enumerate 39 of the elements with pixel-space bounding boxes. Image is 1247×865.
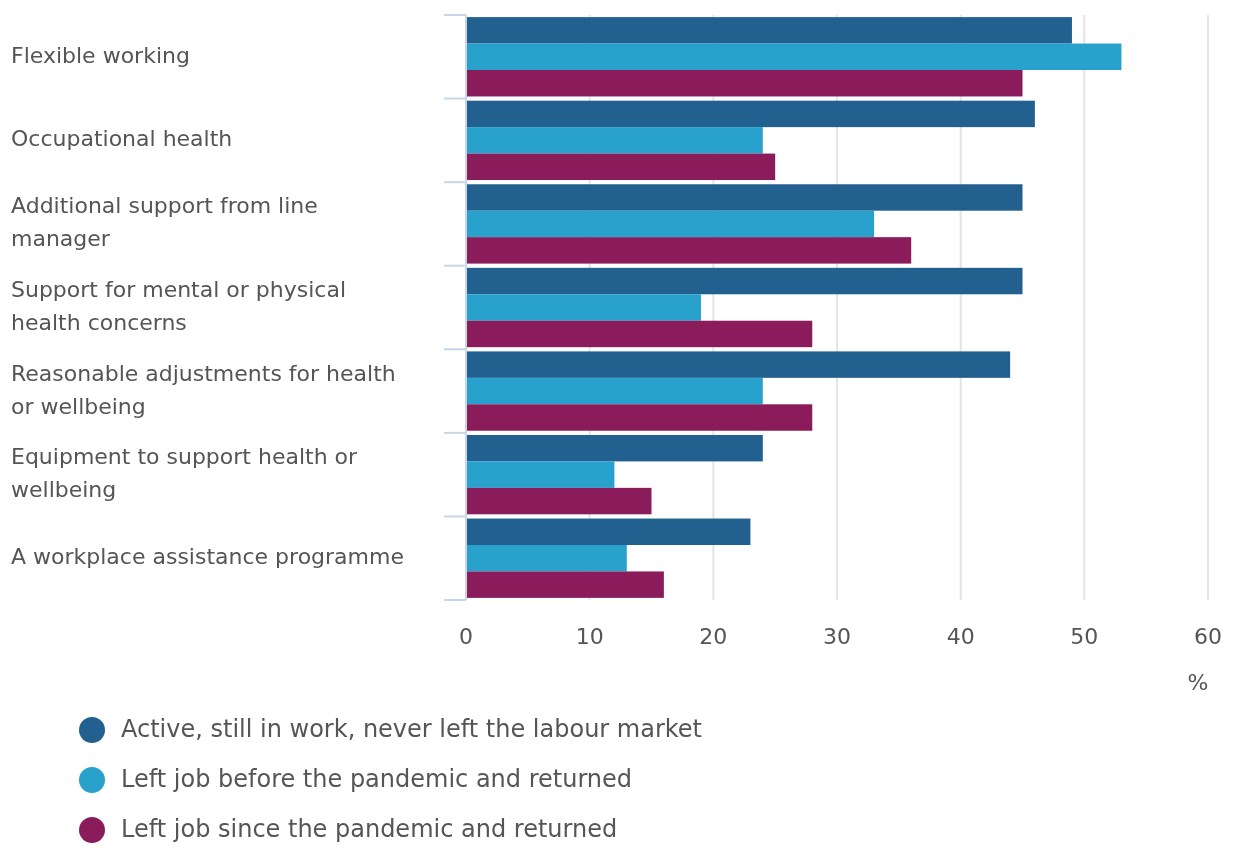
y-tick-label: Support for mental or physical health concerns bbox=[11, 277, 347, 335]
y-tick-label: Reasonable adjustments for health or wellbeing bbox=[11, 360, 396, 419]
x-tick-label: 50 bbox=[1070, 624, 1099, 649]
bar bbox=[466, 43, 1122, 71]
x-tick-label: 20 bbox=[699, 624, 728, 649]
y-tick-label: Additional support from line manager bbox=[11, 193, 318, 252]
bar bbox=[466, 377, 763, 405]
bar bbox=[466, 17, 1072, 44]
bar bbox=[466, 237, 912, 264]
bar bbox=[466, 267, 1023, 295]
y-tick-label: Equipment to support health or wellbeing bbox=[11, 444, 359, 503]
x-tick-label: 30 bbox=[823, 624, 851, 649]
bar bbox=[466, 351, 1011, 378]
bar bbox=[466, 294, 701, 321]
bar bbox=[466, 404, 813, 431]
legend-label: Left job since the pandemic and returned bbox=[121, 815, 618, 843]
x-axis-title: % bbox=[1187, 670, 1209, 695]
bar bbox=[466, 100, 1035, 128]
x-tick-label: 40 bbox=[946, 624, 975, 649]
bar bbox=[466, 544, 627, 572]
bar bbox=[466, 70, 1023, 97]
bar bbox=[466, 487, 652, 515]
bar bbox=[466, 461, 615, 488]
bar bbox=[466, 434, 763, 462]
x-tick-label: 60 bbox=[1194, 624, 1222, 649]
x-tick-label: 0 bbox=[459, 624, 473, 649]
bar bbox=[466, 320, 813, 348]
y-tick-label: Occupational health bbox=[11, 126, 233, 152]
legend-label: Active, still in work, never left the labour market bbox=[121, 715, 703, 743]
legend-label: Left job before the pandemic and returned bbox=[121, 765, 633, 793]
bar bbox=[466, 210, 875, 238]
y-tick-label: Flexible working bbox=[11, 42, 190, 68]
bar bbox=[466, 153, 776, 181]
bar bbox=[466, 518, 751, 545]
bar bbox=[466, 184, 1023, 211]
bar bbox=[466, 127, 763, 154]
x-tick-label: 10 bbox=[575, 624, 604, 649]
y-tick-label: A workplace assistance programme bbox=[11, 544, 404, 570]
bar bbox=[466, 571, 664, 598]
